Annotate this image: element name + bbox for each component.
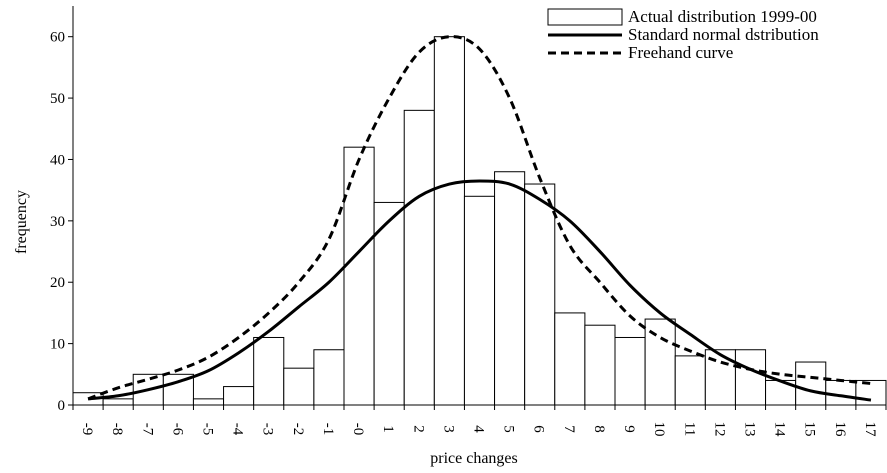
x-tick-label: 9 [621,425,637,433]
bar--5 [192,398,225,406]
bar--4 [223,386,255,406]
x-tick-label: -7 [139,423,155,436]
x-tick-label: 3 [440,425,456,433]
y-tick-label: 20 [50,275,65,291]
bar-13 [734,349,767,406]
bar-4 [463,195,496,406]
legend-label-normal: Standard normal dstribution [628,25,819,44]
bar--8 [102,398,134,406]
x-tick-label: 15 [802,422,818,437]
bar-9 [614,336,646,406]
y-tick-label: 30 [50,214,65,230]
x-tick-label: 5 [501,425,517,433]
y-tick-label: 40 [50,152,65,168]
bar-3 [433,36,465,406]
legend: Actual distribution 1999-00 Standard nor… [547,7,819,62]
bar-2 [403,109,435,406]
bar-17 [855,379,887,406]
y-tick-label: 0 [58,398,66,414]
x-tick-label: 2 [410,425,426,433]
axes-layer [72,6,886,406]
y-axis-title: frequency [13,190,30,254]
x-tick-label: -8 [109,423,125,436]
x-tick-label: 6 [531,425,547,433]
x-tick-label: -3 [260,423,276,436]
x-tick-label: 10 [651,422,667,437]
legend-bar-swatch [547,8,623,26]
x-tick-label: -5 [200,423,216,436]
x-tick-label: 4 [471,425,487,433]
x-tick-label: 16 [832,422,848,438]
bar-6 [524,183,556,406]
legend-label-freehand: Freehand curve [628,43,733,62]
x-tick-label: 14 [772,422,788,438]
freehand-curve-line [87,35,872,401]
y-tick-label: 60 [50,30,65,46]
bar--3 [253,336,285,406]
x-tick-label: -9 [79,423,95,436]
x-tick-label: 8 [591,425,607,433]
x-tick-label: 12 [711,422,727,437]
bar--2 [283,367,315,406]
y-tick-label: 50 [50,91,65,107]
y-tick-label: 10 [50,337,65,353]
x-tick-label: -6 [169,423,185,436]
x-tick-label: -4 [230,423,246,436]
lines-layer [87,35,872,402]
bar-5 [494,171,526,406]
x-axis-title: price changes [430,450,518,467]
x-tick-label: 11 [681,422,697,436]
bar-8 [584,324,616,406]
bar-7 [554,312,586,406]
x-tick-label: 7 [561,425,577,433]
bars-layer [72,36,887,406]
x-tick-label: 17 [862,422,878,438]
x-tick-label: 13 [742,422,758,437]
bar-15 [795,361,827,406]
bar--1 [313,349,345,406]
x-tick-label: -0 [350,423,366,436]
x-tick-label: -1 [320,423,336,436]
legend-label-actual: Actual distribution 1999-00 [628,7,817,26]
x-tick-label: 1 [380,425,396,433]
normal-distribution-line [87,179,872,402]
x-tick-label: -2 [290,423,306,436]
bar-11 [674,355,706,406]
bar-16 [825,379,857,406]
